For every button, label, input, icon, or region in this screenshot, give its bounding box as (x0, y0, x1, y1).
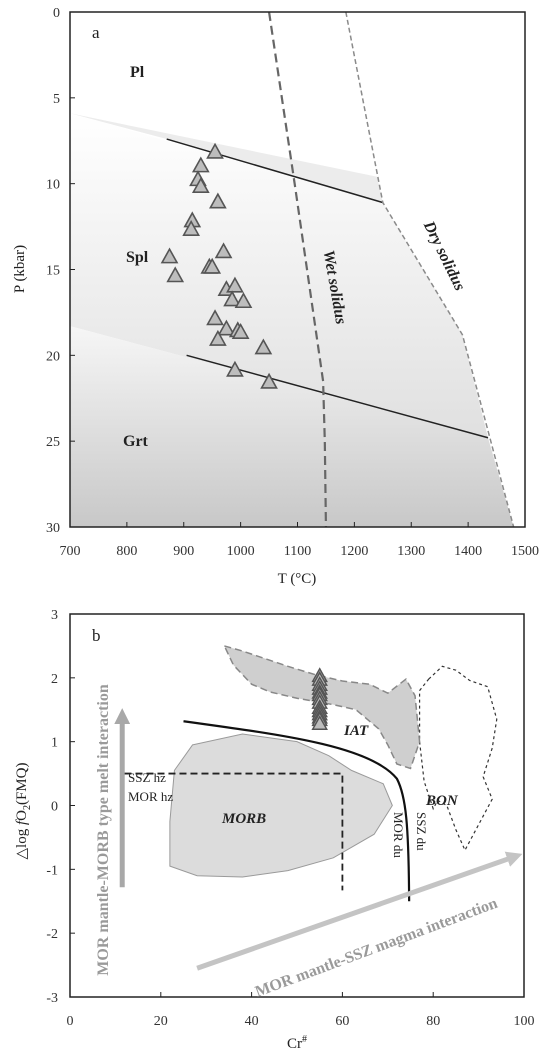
b-y-tick-label: -1 (46, 863, 58, 878)
b-y-tick-label: 3 (51, 608, 58, 623)
a-dry-solidus (345, 11, 515, 528)
a-y-axis-label: P (kbar) (12, 245, 28, 293)
a-data-point (209, 329, 227, 346)
a-x-tick-label: 1000 (227, 544, 255, 559)
a-data-point (206, 142, 224, 159)
a-panel-letter: a (92, 23, 100, 42)
a-spl-shade (70, 113, 489, 438)
a-data-point (260, 372, 278, 389)
a-data-point (217, 319, 236, 336)
b-y-tick-label: -2 (46, 927, 58, 942)
a-y-tick-label: 15 (46, 264, 60, 279)
a-data-point (166, 266, 185, 283)
a-data-points (160, 142, 278, 389)
b-data-point (311, 715, 328, 730)
a-data-point (191, 156, 210, 173)
a-data-point (191, 177, 210, 194)
b-x-tick-label: 60 (335, 1014, 349, 1029)
a-data-point (226, 360, 244, 377)
a-data-point (209, 192, 227, 209)
b-morb-field (169, 733, 393, 878)
a-data-point (206, 309, 224, 326)
b-y-tick-label: 1 (51, 736, 58, 751)
a-x-tick-label: 1500 (511, 544, 539, 559)
a-data-point (254, 338, 273, 355)
a-grt-shade (70, 326, 514, 527)
b-x-tick-label: 100 (514, 1014, 535, 1029)
a-y-tick-label: 10 (46, 178, 60, 193)
b-vertical-arrow-label: MOR mantle-MORB type melt interaction (95, 684, 112, 976)
a-y-tick-label: 0 (53, 6, 60, 21)
a-region-pl: Pl (130, 64, 145, 81)
a-data-point (231, 322, 250, 339)
a-shaded-fields (70, 113, 514, 527)
b-diagonal-arrow-label: MOR mantle-SSZ magma interaction (253, 895, 500, 1001)
b-ssz-hz-label: SSZ hz (128, 770, 166, 785)
b-x-tick-label: 80 (426, 1014, 440, 1029)
a-y-tick-label: 25 (46, 435, 60, 450)
a-y-tick-label: 30 (46, 521, 60, 536)
b-y-axis-label: △log fO2(FMQ) (14, 763, 33, 860)
a-y-tick-label: 5 (53, 92, 60, 107)
b-y-tick-label: -3 (46, 991, 58, 1006)
b-data-points (311, 667, 328, 730)
a-solidus-curves (267, 11, 515, 528)
a-wet-solidus (267, 11, 328, 528)
b-iat-label: IAT (343, 723, 369, 739)
a-data-point (234, 292, 253, 309)
a-x-tick-label: 700 (60, 544, 81, 559)
a-x-tick-label: 1100 (284, 544, 311, 559)
a-region-grt: Grt (123, 433, 149, 450)
b-bon-field (418, 665, 498, 852)
a-x-tick-label: 1300 (397, 544, 425, 559)
b-ssz-du-label: SSZ du (414, 812, 429, 851)
a-y-ticks: 0 5 10 15 20 25 30 (46, 6, 75, 536)
a-data-point (223, 290, 241, 307)
b-hz-boundary (124, 772, 344, 891)
panel-b: 0 20 40 60 80 100 -3 -2 -1 0 1 2 3 b MORB IAT BON S… (14, 608, 535, 1052)
b-x-axis-label: Cr# (287, 1034, 307, 1052)
a-x-tick-label: 1400 (454, 544, 482, 559)
b-morb-label: MORB (221, 811, 266, 827)
a-x-axis-label: T (°C) (278, 571, 317, 587)
a-region-spl: Spl (126, 249, 149, 266)
a-boundary-0 (166, 138, 384, 204)
a-data-point (182, 219, 201, 236)
b-iat-field (222, 644, 421, 770)
b-y-tick-label: 0 (51, 800, 58, 815)
a-x-tick-label: 800 (116, 544, 137, 559)
b-y-ticks: -3 -2 -1 0 1 2 3 (46, 608, 75, 1006)
b-panel-letter: b (92, 626, 101, 645)
a-data-point (203, 257, 222, 274)
b-du-curve (183, 720, 411, 902)
a-y-tick-label: 20 (46, 349, 60, 364)
a-x-tick-label: 1200 (340, 544, 368, 559)
b-x-tick-label: 20 (154, 1014, 168, 1029)
a-x-ticks: 700 800 900 1000 1100 1200 1300 1400 1500 (60, 522, 539, 559)
b-mor-hz-label: MOR hz (128, 789, 173, 804)
b-mor-du-label: MOR du (391, 812, 406, 858)
b-x-tick-label: 0 (67, 1014, 74, 1029)
b-y-tick-label: 2 (51, 672, 58, 687)
b-diagonal-arrow (196, 851, 523, 971)
b-bon-label: BON (425, 793, 459, 809)
panel-a: 700 800 900 1000 1100 1200 1300 1400 1500 0 5 10 15… (12, 6, 539, 587)
a-data-point (160, 247, 179, 264)
a-data-point (214, 242, 233, 259)
b-x-ticks: 0 20 40 60 80 100 (67, 992, 535, 1029)
b-x-tick-label: 40 (245, 1014, 259, 1029)
a-x-tick-label: 900 (173, 544, 194, 559)
a-data-point (226, 276, 244, 293)
